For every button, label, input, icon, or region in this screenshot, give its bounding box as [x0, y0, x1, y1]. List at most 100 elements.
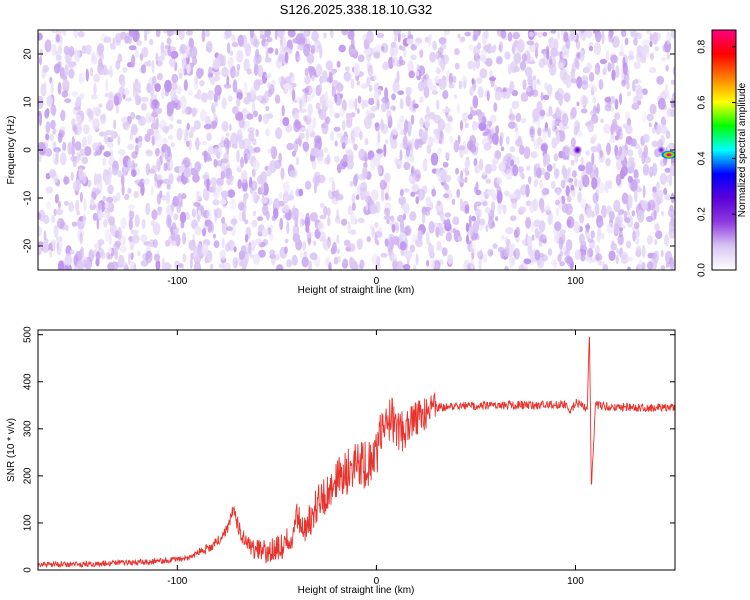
- heatmap-cell: [325, 60, 334, 71]
- heatmap-cell: [219, 249, 227, 261]
- heatmap-cell: [603, 62, 608, 75]
- heatmap-cell: [607, 62, 612, 73]
- heatmap-cell: [202, 141, 208, 146]
- heatmap-cell: [304, 216, 310, 230]
- heatmap-cell: [477, 42, 482, 50]
- heatmap-cell: [83, 124, 90, 135]
- heatmap-cell: [557, 195, 563, 209]
- heatmap-cell: [71, 221, 78, 227]
- heatmap-cell: [598, 79, 604, 91]
- heatmap-cell: [646, 113, 654, 122]
- heatmap-cell: [625, 240, 632, 249]
- heatmap-cell: [635, 88, 644, 102]
- heatmap-cell: [400, 226, 406, 233]
- heatmap-cell: [406, 38, 414, 45]
- heatmap-cell: [587, 238, 594, 243]
- heatmap-cell: [74, 122, 82, 136]
- heatmap-cell: [592, 192, 599, 204]
- x-tick-label: 0: [374, 576, 380, 587]
- heatmap-cell: [294, 112, 300, 122]
- heatmap-cell: [140, 64, 147, 74]
- heatmap-cell: [371, 253, 379, 265]
- heatmap-cell: [213, 158, 218, 168]
- heatmap-cell: [417, 81, 425, 92]
- heatmap-cell: [141, 218, 146, 230]
- heatmap-cell: [504, 51, 511, 60]
- heatmap-cell: [63, 45, 70, 55]
- heatmap-cell: [292, 150, 296, 157]
- heatmap-cell: [314, 182, 317, 194]
- heatmap-cell: [103, 36, 112, 44]
- heatmap-cell: [309, 212, 318, 222]
- heatmap-cell: [150, 186, 154, 196]
- heatmap-cell: [191, 208, 196, 218]
- y-tick-label: 20: [23, 48, 34, 60]
- heatmap-cell: [220, 190, 229, 198]
- heatmap-cell: [649, 33, 654, 42]
- snr-x-ticks: -100 0 100: [167, 330, 584, 587]
- heatmap-cell: [555, 188, 561, 196]
- heatmap-cell: [111, 261, 119, 270]
- heatmap-cell: [347, 154, 354, 162]
- heatmap-cell: [94, 189, 102, 195]
- heatmap-cell: [320, 112, 326, 118]
- heatmap-peak: [573, 146, 582, 154]
- heatmap-cell: [115, 60, 121, 70]
- heatmap-cell: [359, 187, 367, 192]
- heatmap-cell: [57, 82, 62, 95]
- heatmap-cell: [469, 86, 474, 97]
- heatmap-cell: [77, 31, 85, 38]
- y-tick-label: 200: [23, 467, 34, 484]
- heatmap-cell: [383, 45, 387, 52]
- heatmap-cell: [615, 173, 622, 186]
- heatmap-cell: [104, 228, 110, 242]
- heatmap-cell: [512, 42, 516, 55]
- heatmap-cell: [370, 189, 379, 202]
- heatmap-cell: [170, 142, 175, 148]
- heatmap-cell: [570, 137, 576, 148]
- y-tick-label: 100: [23, 514, 34, 531]
- heatmap-cell: [204, 123, 212, 130]
- colorbar: 0.0 0.2 0.4 0.6 0.8 Normalized spectral ampl…: [697, 29, 748, 277]
- heatmap-cell: [45, 121, 51, 134]
- heatmap-cell: [82, 136, 87, 148]
- heatmap-cell: [236, 97, 241, 107]
- heatmap-cell: [507, 63, 512, 75]
- heatmap-cell: [435, 225, 440, 238]
- heatmap-cell: [48, 168, 56, 179]
- heatmap-cell: [55, 148, 59, 162]
- heatmap-cell: [221, 237, 225, 249]
- heatmap-cell: [74, 141, 82, 151]
- heatmap-cell: [606, 142, 611, 156]
- heatmap-cell: [471, 215, 477, 222]
- heatmap-cell: [226, 75, 230, 86]
- heatmap-cell: [244, 139, 251, 147]
- heatmap-cell: [455, 167, 460, 175]
- heatmap-cell: [317, 156, 324, 164]
- heatmap-cell: [467, 60, 475, 70]
- colorbar-label: Normalized spectral amplitude: [737, 82, 748, 217]
- heatmap-cell: [476, 250, 483, 257]
- heatmap-cell: [181, 53, 187, 67]
- heatmap-cell: [498, 44, 502, 52]
- heatmap-cell: [557, 95, 562, 105]
- heatmap-cell: [415, 238, 423, 248]
- heatmap-cell: [274, 253, 280, 261]
- heatmap-cell: [42, 214, 50, 225]
- heatmap-cell: [395, 222, 400, 234]
- heatmap-cell: [57, 44, 62, 55]
- heatmap-cell: [488, 121, 493, 127]
- heatmap-cell: [574, 249, 582, 261]
- heatmap-cell: [45, 133, 50, 141]
- heatmap-cell: [364, 150, 368, 164]
- heatmap-cell: [61, 90, 68, 98]
- heatmap-cell: [195, 137, 200, 151]
- heatmap-cell: [570, 68, 576, 81]
- heatmap-cell: [649, 52, 655, 61]
- heatmap-cell: [143, 178, 151, 185]
- heatmap-cell: [413, 264, 417, 270]
- heatmap-cell: [133, 87, 137, 99]
- heatmap-cell: [419, 49, 424, 58]
- heatmap-cell: [664, 194, 672, 201]
- heatmap-cell: [93, 73, 100, 83]
